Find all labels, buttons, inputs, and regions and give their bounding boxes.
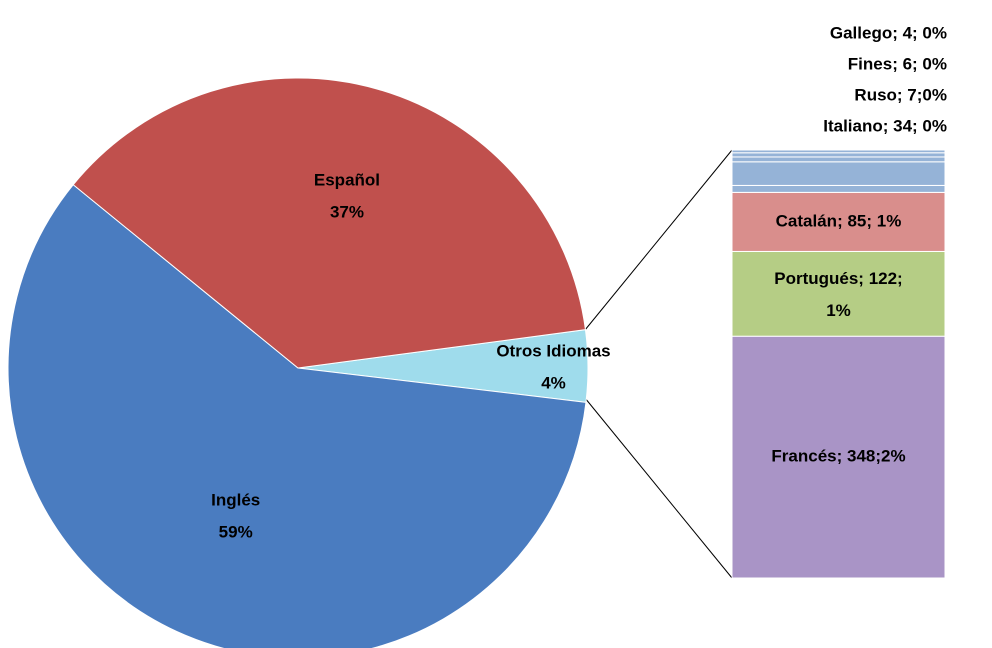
connector	[584, 397, 733, 579]
slice-value: 4%	[541, 374, 566, 393]
slice-value: 37%	[330, 202, 364, 221]
slice-label: Español	[314, 170, 380, 189]
segment-label: Portugués; 122; 1%	[774, 269, 902, 320]
slice-value: 59%	[219, 522, 253, 541]
segment-label: Catalán; 85; 1%	[776, 211, 902, 230]
segment-label: Fines; 6; 0%	[848, 54, 947, 73]
bar-segment	[731, 149, 946, 154]
segment-label: Francés; 348;2%	[771, 447, 905, 466]
pie-slice	[72, 77, 587, 369]
bar-segment	[731, 152, 946, 158]
bar-segment	[731, 184, 946, 193]
slice-label: Otros Idiomas	[496, 342, 610, 361]
slice-label: Inglés	[211, 490, 260, 509]
connector	[584, 149, 733, 331]
segment-label: Gallego; 4; 0%	[830, 23, 947, 42]
segment-label: Italiano; 34; 0%	[823, 116, 947, 135]
segment-label: Ruso; 7;0%	[854, 85, 947, 104]
bar-segment	[731, 250, 946, 337]
bar-segment	[731, 335, 946, 579]
bar-segment	[731, 191, 946, 252]
bar-segment	[731, 156, 946, 163]
pie-slice	[7, 184, 587, 648]
bar-segment	[731, 161, 946, 186]
